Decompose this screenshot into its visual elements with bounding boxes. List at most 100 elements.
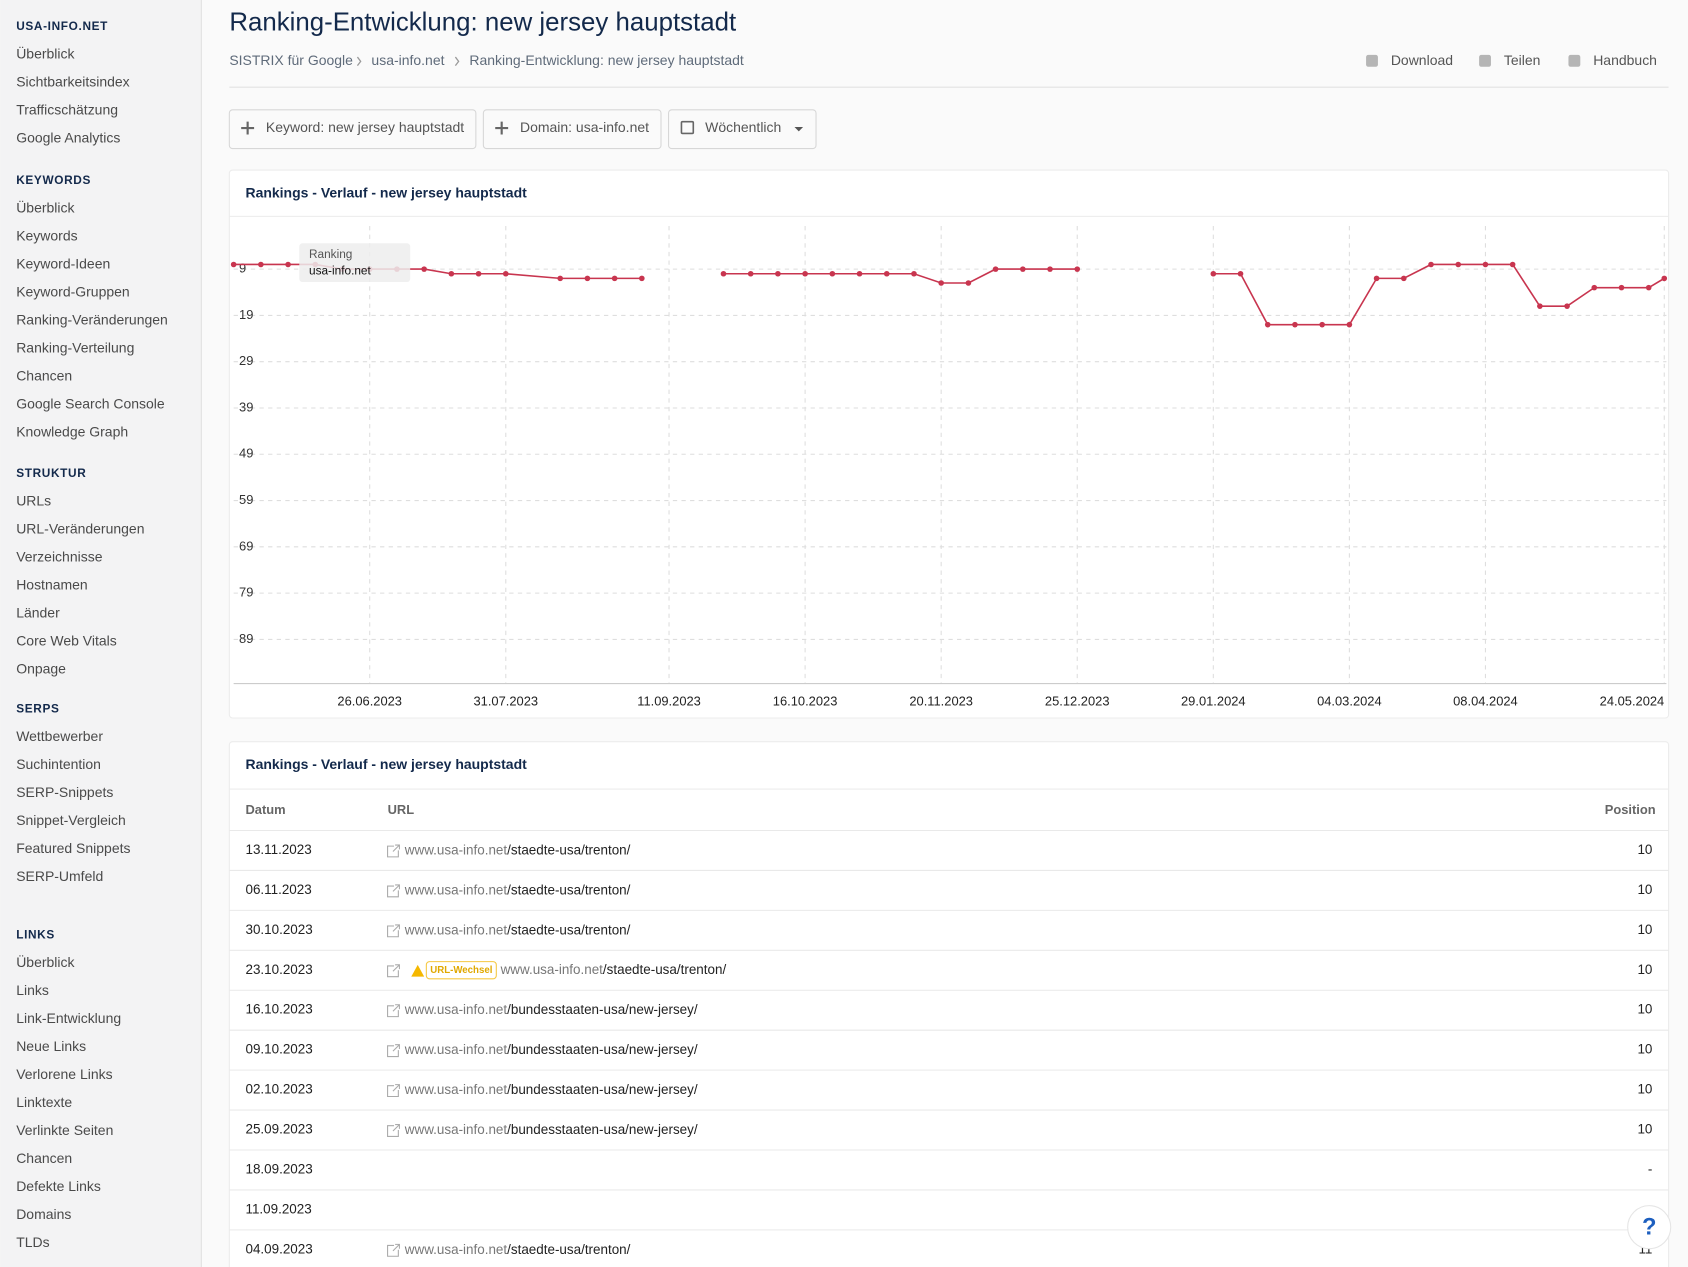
sidebar-link[interactable]: Google Analytics	[16, 130, 120, 146]
data-point[interactable]	[1428, 261, 1434, 268]
sidebar-link[interactable]: Domains	[16, 1206, 71, 1222]
data-point[interactable]	[1319, 321, 1325, 328]
data-point[interactable]	[1264, 321, 1271, 328]
data-point[interactable]	[775, 270, 781, 277]
data-point[interactable]	[1047, 266, 1053, 272]
external-link-icon[interactable]	[387, 884, 400, 898]
data-point[interactable]	[1645, 284, 1652, 291]
sidebar-link[interactable]: Hostnamen	[16, 576, 88, 592]
sidebar-link[interactable]: Wettbewerber	[16, 728, 103, 744]
sidebar-link[interactable]: URL-Veränderungen	[16, 520, 144, 536]
external-link-icon[interactable]	[387, 924, 400, 938]
data-point[interactable]	[938, 280, 944, 286]
sidebar-link[interactable]: TLDs	[16, 1234, 49, 1250]
data-point[interactable]	[584, 275, 591, 282]
data-point[interactable]	[1618, 284, 1625, 291]
data-point[interactable]	[856, 270, 863, 277]
sidebar-link[interactable]: Neue Links	[16, 1038, 86, 1054]
sidebar-link[interactable]: Core Web Vitals	[16, 632, 117, 648]
cell-url[interactable]: www.usa-info.net/staedte-usa/trenton/	[404, 882, 631, 897]
data-point[interactable]	[1292, 321, 1298, 328]
data-point[interactable]	[1509, 261, 1516, 268]
cell-url[interactable]: www.usa-info.net/staedte-usa/trenton/	[404, 1241, 631, 1256]
cell-url[interactable]: www.usa-info.net/bundesstaaten-usa/new-j…	[404, 1122, 698, 1137]
cell-url[interactable]: www.usa-info.net/staedte-usa/trenton/	[404, 842, 631, 857]
action-button[interactable]: Download	[1366, 52, 1453, 68]
data-point[interactable]	[230, 261, 237, 268]
data-point[interactable]	[421, 266, 427, 272]
sidebar-link[interactable]: Google Search Console	[16, 395, 165, 411]
sidebar-link[interactable]: Überblick	[16, 953, 75, 970]
action-button[interactable]: Teilen	[1479, 52, 1540, 68]
data-point[interactable]	[557, 275, 563, 282]
data-point[interactable]	[992, 266, 999, 272]
data-point[interactable]	[1373, 275, 1380, 282]
toolbar-button[interactable]: Wöchentlich	[667, 109, 817, 150]
data-point[interactable]	[802, 270, 808, 277]
cell-url[interactable]: www.usa-info.net/bundesstaaten-usa/new-j…	[404, 1082, 698, 1097]
sidebar-link[interactable]: Onpage	[16, 660, 66, 676]
external-link-icon[interactable]	[387, 844, 400, 858]
sidebar-link[interactable]: Länder	[16, 604, 60, 620]
breadcrumb-link[interactable]: SISTRIX für Google	[229, 52, 353, 68]
sidebar-link[interactable]: Überblick	[16, 45, 75, 62]
sidebar-link[interactable]: Chancen	[16, 1150, 72, 1166]
data-point[interactable]	[911, 270, 917, 277]
cell-url[interactable]: www.usa-info.net/staedte-usa/trenton/	[404, 922, 631, 937]
breadcrumb-link[interactable]: usa-info.net	[371, 52, 444, 68]
sidebar-link[interactable]: Keyword-Ideen	[16, 256, 110, 272]
data-point[interactable]	[1401, 275, 1407, 282]
help-button[interactable]: ?	[1627, 1205, 1672, 1250]
cell-url[interactable]: www.usa-info.net/staedte-usa/trenton/	[500, 962, 727, 977]
data-point[interactable]	[1020, 266, 1026, 272]
data-point[interactable]	[448, 270, 455, 277]
data-point[interactable]	[1591, 284, 1598, 291]
sidebar-link[interactable]: SERP-Snippets	[16, 784, 113, 800]
data-point[interactable]	[1237, 270, 1244, 277]
cell-url[interactable]: www.usa-info.net/bundesstaaten-usa/new-j…	[404, 1042, 698, 1057]
data-point[interactable]	[1346, 321, 1353, 328]
data-point[interactable]	[502, 270, 509, 277]
sidebar-link[interactable]: Verzeichnisse	[16, 548, 103, 564]
sidebar-link[interactable]: Defekte Links	[16, 1178, 101, 1194]
sidebar-link[interactable]: Featured Snippets	[16, 840, 130, 856]
sidebar-link[interactable]: Trafficschätzung	[16, 102, 118, 118]
sidebar-link[interactable]: SERP-Umfeld	[16, 868, 103, 884]
sidebar-link[interactable]: Keyword-Gruppen	[16, 284, 129, 300]
sidebar-link[interactable]: Snippet-Vergleich	[16, 812, 126, 828]
sidebar-link[interactable]: Keywords	[16, 228, 77, 244]
data-point[interactable]	[1210, 270, 1217, 277]
data-point[interactable]	[611, 275, 618, 282]
external-link-icon[interactable]	[387, 1044, 400, 1058]
external-link-icon[interactable]	[387, 1004, 400, 1018]
data-point[interactable]	[1661, 275, 1668, 282]
data-point[interactable]	[1455, 261, 1462, 268]
external-link-icon[interactable]	[387, 1243, 400, 1257]
sidebar-link[interactable]: Suchintention	[16, 756, 101, 772]
external-link-icon[interactable]	[387, 1084, 400, 1098]
toolbar-button[interactable]: Domain: usa-info.net	[482, 109, 662, 150]
data-point[interactable]	[1537, 303, 1543, 309]
sidebar-link[interactable]: URLs	[16, 492, 51, 508]
data-point[interactable]	[258, 261, 264, 268]
external-link-icon[interactable]	[387, 964, 400, 978]
external-link-icon[interactable]	[387, 1124, 400, 1137]
data-point[interactable]	[1564, 303, 1570, 309]
sidebar-link[interactable]: Knowledge Graph	[16, 423, 128, 439]
sidebar-link[interactable]: Verlorene Links	[16, 1066, 112, 1082]
sidebar-link[interactable]: Ranking-Verteilung	[16, 339, 134, 355]
sidebar-link[interactable]: Linktexte	[16, 1094, 72, 1110]
action-button[interactable]: Handbuch	[1568, 52, 1657, 68]
data-point[interactable]	[285, 261, 291, 268]
data-point[interactable]	[720, 270, 727, 277]
sidebar-link[interactable]: Link-Entwicklung	[16, 1010, 121, 1026]
sidebar-link[interactable]: Verlinkte Seiten	[16, 1122, 113, 1138]
data-point[interactable]	[639, 275, 645, 282]
data-point[interactable]	[965, 280, 972, 286]
data-point[interactable]	[883, 270, 890, 277]
sidebar-link[interactable]: Links	[16, 982, 49, 998]
cell-url[interactable]: www.usa-info.net/bundesstaaten-usa/new-j…	[404, 1002, 698, 1017]
sidebar-link[interactable]: Überblick	[16, 199, 75, 216]
data-point[interactable]	[829, 270, 836, 277]
toolbar-button[interactable]: Keyword: new jersey hauptstadt	[228, 109, 477, 150]
